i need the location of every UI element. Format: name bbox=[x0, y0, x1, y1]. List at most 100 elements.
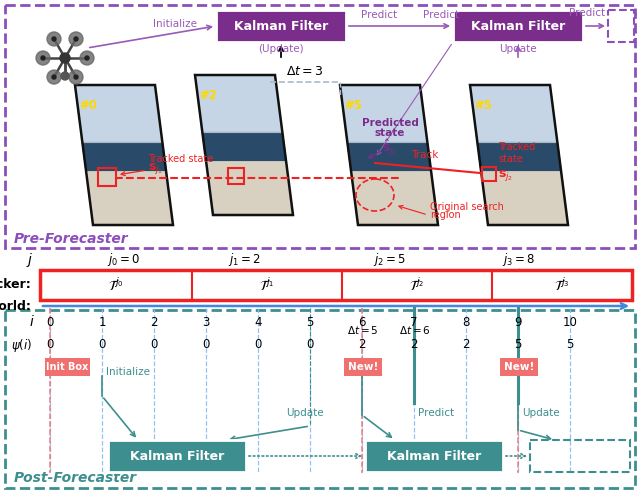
Text: $j$: $j$ bbox=[26, 251, 34, 269]
Text: 0: 0 bbox=[254, 338, 262, 351]
Text: 0: 0 bbox=[46, 315, 54, 329]
Circle shape bbox=[85, 56, 89, 60]
Text: $\psi(i)$: $\psi(i)$ bbox=[11, 337, 32, 353]
Text: $j_0=0$: $j_0=0$ bbox=[108, 251, 141, 269]
Polygon shape bbox=[206, 162, 293, 215]
Text: Track: Track bbox=[412, 150, 438, 160]
Text: 0: 0 bbox=[202, 338, 210, 351]
Polygon shape bbox=[75, 85, 162, 141]
Text: $\Delta t=6$: $\Delta t=6$ bbox=[399, 324, 431, 336]
Text: Initialize: Initialize bbox=[153, 19, 197, 29]
Polygon shape bbox=[477, 144, 561, 172]
Text: Predict: Predict bbox=[423, 10, 459, 20]
Text: Update: Update bbox=[286, 408, 324, 418]
Text: $\mathcal{T}^{j_3}$: $\mathcal{T}^{j_3}$ bbox=[554, 276, 570, 294]
Text: $j_2=5$: $j_2=5$ bbox=[372, 251, 406, 269]
Text: 7: 7 bbox=[410, 315, 418, 329]
Text: 2: 2 bbox=[358, 338, 365, 351]
Text: region: region bbox=[430, 210, 461, 220]
Polygon shape bbox=[481, 172, 568, 225]
Bar bbox=[98, 168, 116, 186]
Bar bbox=[5, 310, 635, 488]
Text: 2: 2 bbox=[150, 315, 157, 329]
Text: #0: #0 bbox=[79, 99, 97, 112]
Text: $\mathcal{T}^{j_0}$: $\mathcal{T}^{j_0}$ bbox=[108, 276, 124, 294]
Polygon shape bbox=[83, 144, 166, 172]
Text: 3: 3 bbox=[202, 315, 210, 329]
Text: 6: 6 bbox=[358, 315, 365, 329]
Text: Predict: Predict bbox=[569, 8, 605, 18]
Circle shape bbox=[80, 51, 94, 65]
Circle shape bbox=[69, 70, 83, 84]
Circle shape bbox=[74, 37, 78, 41]
Polygon shape bbox=[340, 85, 428, 141]
Text: Kalman Filter: Kalman Filter bbox=[130, 450, 224, 462]
Text: 10: 10 bbox=[563, 315, 577, 329]
Text: Tracker:: Tracker: bbox=[0, 278, 32, 291]
Text: 5: 5 bbox=[566, 338, 573, 351]
Text: $\mathbf{s}_{j_2}$: $\mathbf{s}_{j_2}$ bbox=[498, 168, 513, 183]
Text: state: state bbox=[375, 128, 405, 138]
Text: Update: Update bbox=[522, 408, 559, 418]
Bar bbox=[365, 440, 503, 472]
Text: $i$: $i$ bbox=[29, 314, 35, 330]
Polygon shape bbox=[195, 75, 282, 131]
Text: Init Box: Init Box bbox=[46, 362, 88, 372]
Polygon shape bbox=[202, 134, 286, 162]
Polygon shape bbox=[348, 144, 431, 172]
Text: Original search: Original search bbox=[430, 202, 504, 212]
Bar bbox=[608, 10, 634, 42]
Circle shape bbox=[41, 56, 45, 60]
Circle shape bbox=[47, 32, 61, 46]
Text: Predict: Predict bbox=[361, 10, 397, 20]
Text: $\Delta t=3$: $\Delta t=3$ bbox=[286, 65, 324, 78]
Bar bbox=[216, 10, 346, 42]
Text: 0: 0 bbox=[99, 338, 106, 351]
Bar bbox=[40, 270, 632, 300]
Circle shape bbox=[36, 51, 50, 65]
Text: Kalman Filter: Kalman Filter bbox=[471, 20, 565, 32]
Polygon shape bbox=[75, 85, 173, 225]
Bar bbox=[5, 5, 635, 248]
Text: 5: 5 bbox=[515, 338, 522, 351]
Polygon shape bbox=[86, 172, 173, 225]
Text: 5: 5 bbox=[307, 315, 314, 329]
Bar bbox=[530, 440, 630, 472]
Text: Update: Update bbox=[499, 44, 537, 54]
Bar bbox=[108, 440, 246, 472]
Text: 0: 0 bbox=[150, 338, 157, 351]
Text: Pre-Forecaster: Pre-Forecaster bbox=[14, 232, 129, 246]
Text: $\mathbf{s}_{j_1}$: $\mathbf{s}_{j_1}$ bbox=[148, 161, 163, 176]
Text: 0: 0 bbox=[46, 338, 54, 351]
Text: 2: 2 bbox=[462, 338, 470, 351]
Text: $\mathcal{T}^{j_2}$: $\mathcal{T}^{j_2}$ bbox=[409, 276, 425, 294]
Text: Predict: Predict bbox=[418, 408, 454, 418]
Bar bbox=[228, 168, 244, 184]
Circle shape bbox=[61, 72, 69, 80]
Text: Kalman Filter: Kalman Filter bbox=[387, 450, 481, 462]
Text: #5: #5 bbox=[474, 99, 492, 112]
Polygon shape bbox=[470, 85, 557, 141]
Text: Kalman Filter: Kalman Filter bbox=[234, 20, 328, 32]
Bar bbox=[453, 10, 583, 42]
Circle shape bbox=[52, 37, 56, 41]
Circle shape bbox=[74, 75, 78, 79]
Text: $\mathcal{T}^{j_1}$: $\mathcal{T}^{j_1}$ bbox=[259, 276, 275, 294]
Text: Tracked
state: Tracked state bbox=[498, 142, 535, 164]
Text: $\hat{\mathbf{s}}_{j_2}$: $\hat{\mathbf{s}}_{j_2}$ bbox=[382, 138, 397, 158]
Circle shape bbox=[60, 53, 70, 63]
Bar bbox=[482, 167, 496, 181]
Bar bbox=[344, 358, 382, 376]
Text: $j_3=8$: $j_3=8$ bbox=[502, 251, 536, 269]
Text: $j_1=2$: $j_1=2$ bbox=[227, 251, 260, 269]
Text: Initialize: Initialize bbox=[106, 367, 150, 377]
Text: World:: World: bbox=[0, 300, 32, 312]
Polygon shape bbox=[470, 85, 568, 225]
Text: (Update): (Update) bbox=[258, 44, 304, 54]
Text: 8: 8 bbox=[462, 315, 470, 329]
Circle shape bbox=[52, 75, 56, 79]
Text: 2: 2 bbox=[410, 338, 418, 351]
Text: 9: 9 bbox=[515, 315, 522, 329]
Text: Post-Forecaster: Post-Forecaster bbox=[14, 471, 137, 485]
Text: New!: New! bbox=[348, 362, 378, 372]
